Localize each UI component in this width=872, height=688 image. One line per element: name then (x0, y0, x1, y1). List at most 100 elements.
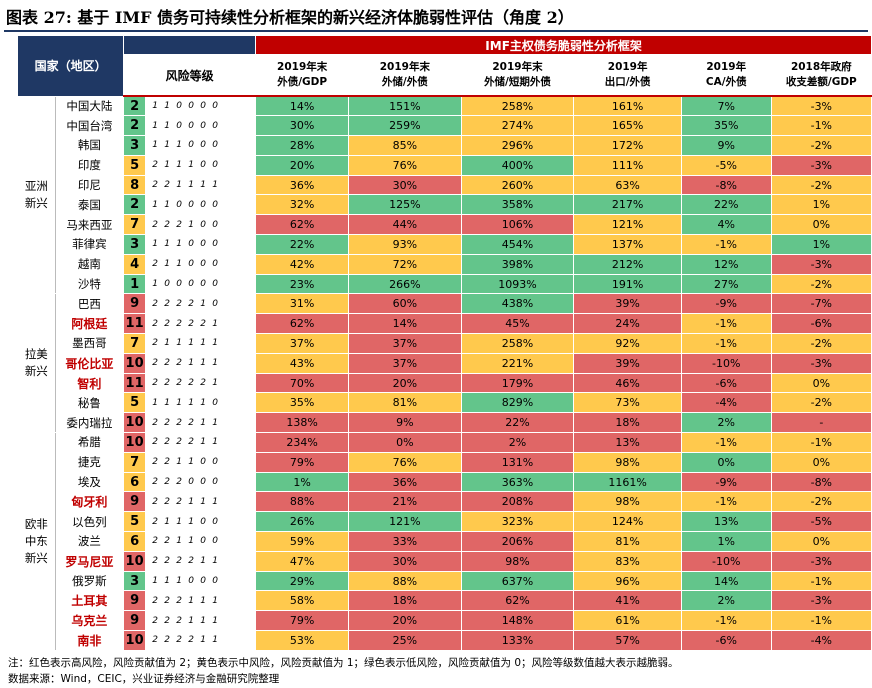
metric-value: 363% (460, 471, 575, 493)
metric-value: 0% (770, 531, 872, 552)
region-label: 欧非中东新兴 (17, 432, 56, 651)
risk-contribution-digit: 0 (188, 199, 194, 210)
risk-contribution-digit: 1 (200, 615, 206, 626)
risk-contribution-digit: 0 (188, 120, 194, 131)
risk-contribution-digit: 2 (200, 378, 206, 389)
risk-contribution-digit: 0 (200, 259, 206, 270)
risk-contribution-digit: 2 (188, 318, 194, 329)
risk-contribution-digit: 2 (152, 477, 158, 488)
risk-score: 7 (123, 333, 147, 354)
metric-value: 258% (460, 333, 575, 354)
risk-contribution-digit: 2 (164, 536, 170, 547)
risk-contribution-digit: 2 (164, 595, 170, 606)
risk-contribution-digit: 2 (152, 417, 158, 428)
risk-contribution-digit: 1 (200, 635, 206, 646)
risk-contribution-digit: 0 (188, 101, 194, 112)
metric-value: 92% (573, 333, 682, 354)
metric-value: 829% (460, 392, 575, 414)
table-row: 越南 4 2 1 1 0 0 0 42% 72% 398% 212% 12% -3% (18, 253, 872, 275)
risk-contribution-digit: 0 (212, 576, 218, 587)
metric-value: 61% (573, 610, 682, 632)
risk-contribution-digit: 1 (212, 180, 218, 191)
metric-header-line2: 外储/外债 (381, 76, 428, 88)
risk-contribution-digit: 1 (164, 140, 170, 151)
country-name: 秘鲁 (54, 392, 125, 414)
metric-header-line1: 2019年末 (277, 61, 328, 73)
metric-value: 36% (255, 174, 350, 196)
risk-contribution-digit: 1 (188, 516, 194, 527)
risk-contribution-digit: 0 (212, 160, 218, 171)
metric-value: 13% (573, 432, 682, 453)
metric-value: 60% (348, 293, 462, 315)
risk-contribution-digit: 2 (164, 556, 170, 567)
metric-value: 98% (573, 451, 682, 473)
table-row: 印度 5 2 1 1 1 0 0 20% 76% 400% 111% -5% -3% (18, 154, 872, 176)
table-row: 菲律宾 3 1 1 1 0 0 0 22% 93% 454% 137% -1% 1% (18, 234, 872, 255)
metric-value: 191% (573, 273, 682, 295)
metric-value: 212% (573, 253, 682, 275)
metric-value: -2% (770, 135, 872, 156)
risk-contribution-digit: 2 (188, 417, 194, 428)
risk-contribution-digit: 0 (212, 457, 218, 468)
risk-contribution-digit: 1 (164, 120, 170, 131)
metric-header-line1: 2019年 (706, 61, 747, 73)
metric-value: 29% (255, 570, 350, 592)
metric-value: -9% (680, 471, 772, 493)
risk-contribution-digit: 0 (200, 120, 206, 131)
risk-contribution-digit: 2 (164, 378, 170, 389)
risk-contribution-digit: 1 (152, 576, 158, 587)
metric-value: 165% (573, 115, 682, 137)
country-name: 委内瑞拉 (54, 412, 125, 434)
metric-value: 46% (573, 372, 682, 394)
risk-contribution-digit: 2 (152, 595, 158, 606)
figure-title: 图表 27: 基于 IMF 债务可持续性分析框架的新兴经济体脆弱性评估（角度 2… (6, 8, 574, 27)
risk-contribution-digit: 0 (176, 199, 182, 210)
metric-value: 63% (573, 174, 682, 196)
country-name: 乌克兰 (54, 610, 125, 632)
metric-value: 22% (255, 234, 350, 255)
header-spacer (123, 35, 257, 55)
metric-value: 85% (348, 135, 462, 156)
risk-contribution-digit: 2 (176, 595, 182, 606)
risk-contribution-digit: 1 (164, 160, 170, 171)
metric-value: 39% (573, 293, 682, 315)
metric-value: 76% (348, 451, 462, 473)
risk-contribution-digit: 1 (164, 338, 170, 349)
risk-contribution-digit: 2 (152, 437, 158, 448)
metric-value: 26% (255, 511, 350, 533)
country-name: 韩国 (54, 135, 125, 156)
risk-contribution-digit: 1 (176, 397, 182, 408)
risk-contribution-digit: 2 (164, 457, 170, 468)
table-row: 捷克 7 2 2 1 1 0 0 79% 76% 131% 98% 0% 0% (18, 451, 872, 473)
metric-header: 2019年末 外储/短期外债 (460, 54, 575, 97)
metric-value: -1% (680, 234, 772, 255)
metric-value: 106% (460, 214, 575, 236)
risk-contribution-digit: 2 (152, 259, 158, 270)
metric-value: -9% (680, 293, 772, 315)
risk-contribution-digit: 2 (164, 219, 170, 230)
metric-value: 148% (460, 610, 575, 632)
risk-contribution-digit: 0 (212, 279, 218, 290)
risk-contribution-digit: 2 (164, 437, 170, 448)
metric-value: 0% (770, 372, 872, 394)
risk-contribution-digit: 1 (200, 338, 206, 349)
metric-value: -5% (770, 511, 872, 533)
title-rule (4, 30, 868, 32)
risk-contribution-digit: 1 (164, 239, 170, 250)
risk-contribution-digit: 2 (164, 496, 170, 507)
risk-score: 10 (123, 550, 147, 572)
country-name: 捷克 (54, 451, 125, 473)
risk-contribution-digit: 0 (212, 397, 218, 408)
metric-value: 44% (348, 214, 462, 236)
metric-value: 30% (348, 550, 462, 572)
metric-header-line1: 2019年末 (492, 61, 543, 73)
risk-contribution-digit: 2 (152, 615, 158, 626)
metric-value: 53% (255, 630, 350, 651)
risk-contribution-digit: 1 (200, 397, 206, 408)
metric-value: 41% (573, 590, 682, 612)
